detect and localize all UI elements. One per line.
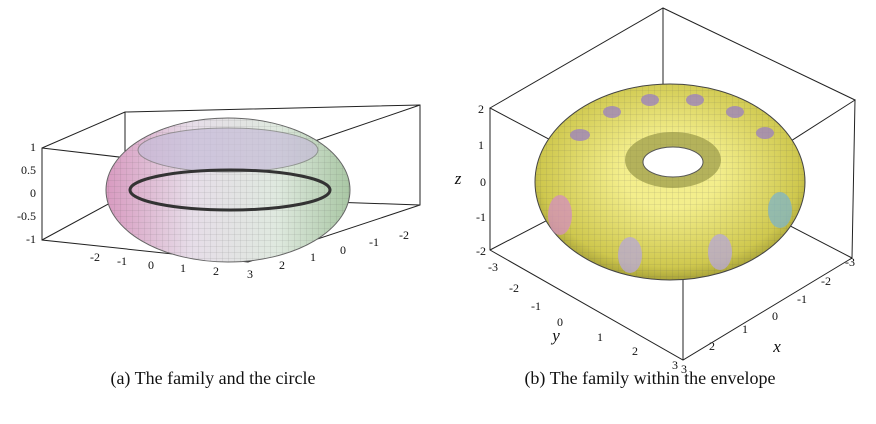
plot-b [490, 8, 855, 360]
y-tick-label: -1 [369, 235, 379, 249]
x-tick-label: -3 [845, 255, 855, 269]
z-tick-label: 2 [478, 102, 484, 116]
z-tick-label: -0.5 [17, 209, 36, 223]
y-tick-label: -3 [488, 260, 498, 274]
x-tick-label: 1 [742, 322, 748, 336]
z-tick-label: 0 [480, 175, 486, 189]
z-tick-label: 0.5 [21, 163, 36, 177]
x-tick-label: 3 [247, 267, 253, 281]
y-tick-label: 1 [310, 250, 316, 264]
z-tick-label: 1 [478, 138, 484, 152]
y-tick-label: 1 [597, 330, 603, 344]
y-tick-label: 2 [632, 344, 638, 358]
x-tick-label: 0 [772, 309, 778, 323]
z-tick-label: 1 [30, 140, 36, 154]
plot-a [42, 105, 420, 262]
x-tick-label: 1 [180, 261, 186, 275]
x-tick-label: -2 [90, 250, 100, 264]
caption: (b) The family within the envelope [524, 368, 775, 389]
z-tick-label: 0 [30, 186, 36, 200]
x-tick-label: 2 [213, 264, 219, 278]
y-tick-label: 0 [340, 243, 346, 257]
z-tick-label: -1 [476, 210, 486, 224]
x-tick-label: -1 [797, 292, 807, 306]
z-tick-label: -1 [26, 232, 36, 246]
torus-top [138, 128, 318, 172]
x-tick-label: 2 [709, 339, 715, 353]
z-tick-label: -2 [476, 244, 486, 258]
x-tick-label: 0 [148, 258, 154, 272]
x-tick-label: -2 [821, 274, 831, 288]
z-label: z [454, 169, 462, 188]
x-label: x [772, 337, 781, 356]
y-tick-label: -2 [509, 281, 519, 295]
y-label: y [550, 326, 560, 345]
caption: (a) The family and the circle [110, 368, 315, 389]
figure: 1 0.5 0 -0.5 -1 -2 -1 0 1 2 3 2 1 0 -1 -2 (a) The family… [0, 0, 876, 424]
y-tick-label: -2 [399, 228, 409, 242]
y-tick-label: -1 [531, 299, 541, 313]
y-tick-label: 2 [279, 258, 285, 272]
torus-hole [643, 147, 703, 177]
x-tick-label: -1 [117, 254, 127, 268]
